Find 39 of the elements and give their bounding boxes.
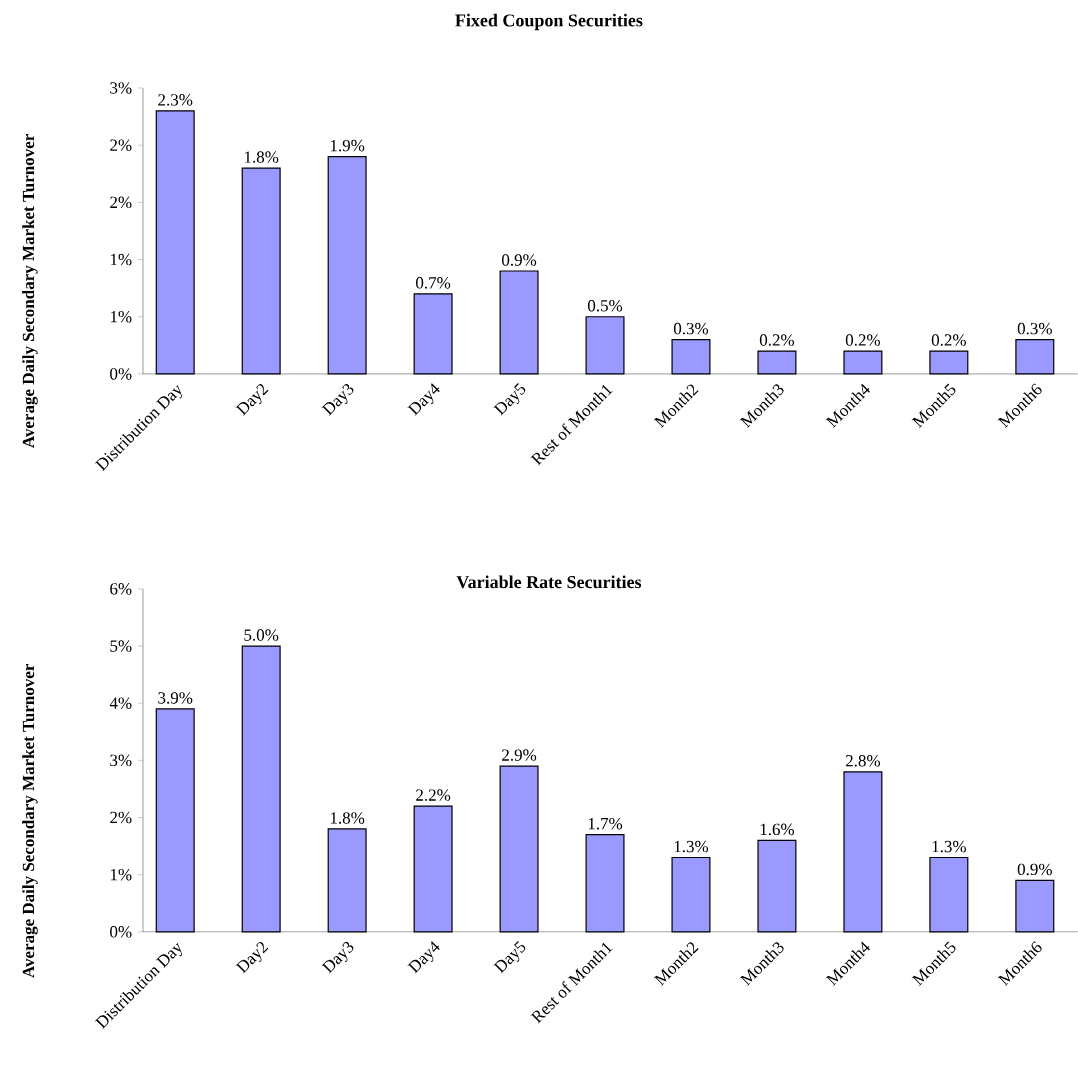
data-label: 2.2%: [416, 789, 451, 801]
data-label: 3.9%: [158, 692, 193, 704]
data-label: 0.3%: [1017, 322, 1052, 335]
y-axis-title: Average Daily Secondary Market Turnover: [22, 134, 38, 449]
data-label: 1.3%: [932, 840, 966, 853]
y-tick-label: 4%: [109, 697, 132, 710]
y-tick-label: 3%: [110, 82, 132, 94]
data-label: 2.3%: [158, 94, 193, 106]
chart-title: Variable Rate Securities: [456, 575, 642, 589]
y-tick-label: 1%: [110, 311, 132, 323]
data-label: 0.3%: [673, 322, 709, 335]
data-label: 1.9%: [330, 139, 365, 152]
y-tick-label: 0%: [110, 926, 132, 938]
data-label: 0.7%: [416, 277, 451, 289]
data-label: 0.2%: [759, 334, 795, 346]
y-axis-title: Average Daily Secondary Market Turnover: [22, 664, 38, 978]
y-tick-label: 3%: [110, 754, 132, 767]
data-label: 0.2%: [845, 334, 881, 346]
y-tick-label: 2%: [110, 139, 132, 152]
data-label: 1.8%: [244, 151, 279, 163]
data-label: 1.7%: [588, 818, 623, 830]
y-tick-label: 1%: [110, 253, 132, 266]
chart-title: Fixed Coupon Securities: [455, 13, 643, 31]
data-label: 0.5%: [587, 300, 623, 312]
y-tick-label: 0%: [110, 368, 132, 380]
data-label: 0.9%: [1017, 863, 1052, 876]
y-tick-label: 2%: [110, 196, 132, 209]
y-tick-label: 1%: [110, 868, 132, 881]
data-label: 2.9%: [502, 749, 537, 761]
data-label: 1.8%: [330, 812, 365, 824]
data-label: 0.9%: [502, 254, 537, 266]
y-tick-label: 5%: [110, 640, 132, 652]
data-label: 1.6%: [760, 823, 795, 836]
data-label: 1.3%: [674, 840, 709, 853]
data-label: 5.0%: [244, 629, 279, 641]
y-tick-label: 2%: [110, 811, 132, 824]
data-label: 2.8%: [845, 755, 881, 767]
data-label: 0.2%: [931, 334, 966, 346]
y-tick-label: 6%: [110, 583, 132, 595]
